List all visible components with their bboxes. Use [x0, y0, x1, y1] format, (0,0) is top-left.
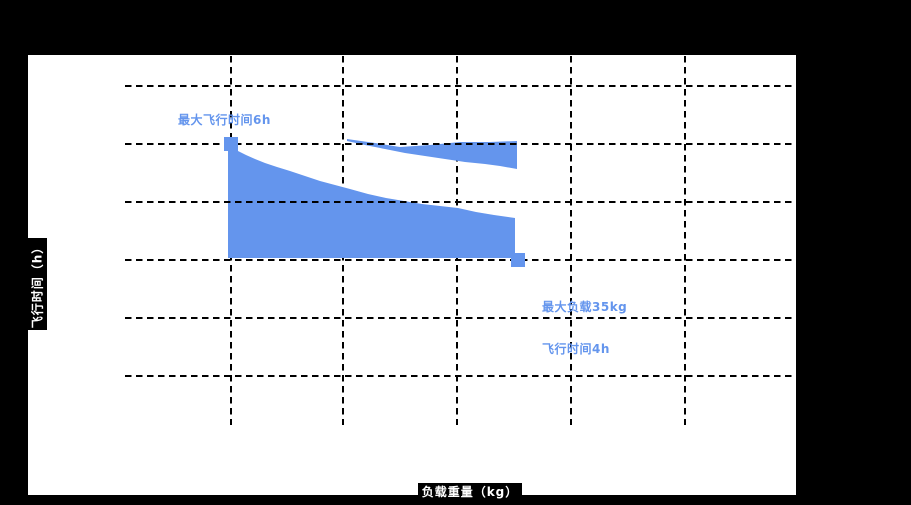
endpoint-marker-1 — [224, 137, 238, 151]
upper-flight-time-band — [347, 139, 517, 169]
x-axis-label-box: 负载重量（kg） — [418, 483, 522, 499]
endpoint-marker-2 — [511, 253, 525, 267]
annotation-max-payload-line1: 最大负载35kg — [542, 300, 628, 314]
y-axis-label: 飞行时间（h） — [30, 240, 45, 328]
plot-area — [28, 55, 796, 495]
annotation-max-payload-line2: 飞行时间4h — [542, 342, 610, 356]
y-axis-label-box: 飞行时间（h） — [27, 238, 47, 330]
annotation-max-payload: 最大负载35kg 飞行时间4h — [542, 272, 627, 384]
x-axis-label: 负载重量（kg） — [421, 484, 519, 499]
annotation-max-flight-time: 最大飞行时间6h — [178, 113, 271, 127]
